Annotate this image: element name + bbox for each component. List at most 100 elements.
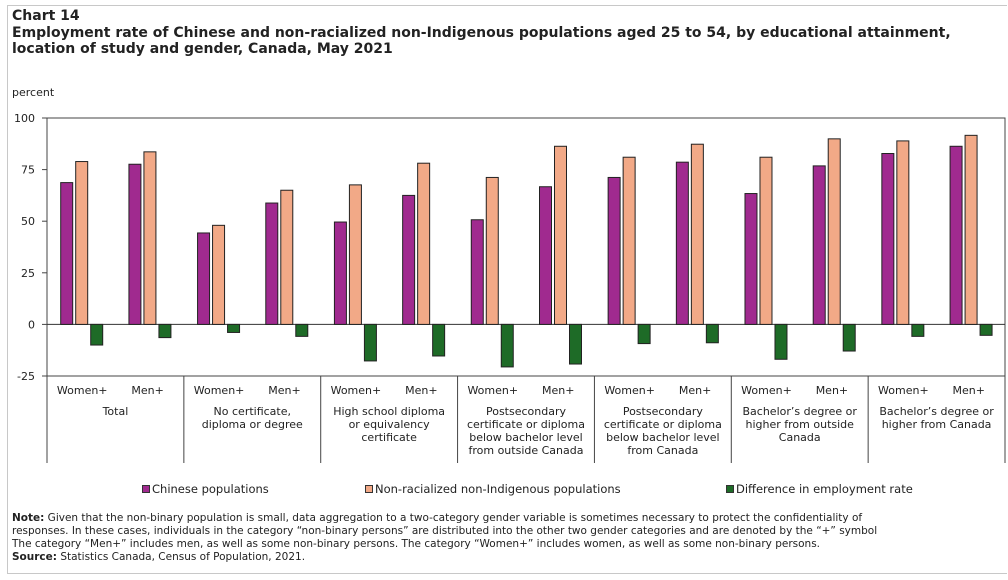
category-label: certificate or diploma bbox=[604, 418, 722, 431]
source-label: Source: bbox=[12, 551, 57, 563]
gender-label: Men+ bbox=[268, 384, 300, 397]
bar-difference bbox=[90, 323, 104, 346]
bar-difference bbox=[432, 323, 446, 357]
note-label: Note: bbox=[12, 512, 45, 524]
legend-label-difference: Difference in employment rate bbox=[736, 482, 913, 496]
bar-chinese bbox=[881, 153, 895, 325]
bar-difference bbox=[500, 323, 514, 368]
gender-label: Men+ bbox=[405, 384, 437, 397]
bar-chinese bbox=[607, 176, 621, 325]
gender-label: Women+ bbox=[878, 384, 929, 397]
gender-label: Women+ bbox=[331, 384, 382, 397]
gender-label: Men+ bbox=[542, 384, 574, 397]
bar-non-racialized bbox=[212, 224, 226, 325]
bar-difference bbox=[705, 323, 719, 344]
bar-chinese bbox=[128, 163, 142, 325]
note-text-1: Given that the non-binary population is … bbox=[44, 512, 863, 524]
bar-difference bbox=[158, 323, 172, 339]
bar-difference bbox=[227, 323, 241, 333]
gender-label: Men+ bbox=[131, 384, 163, 397]
bar-difference bbox=[911, 323, 925, 337]
notes: Note: Given that the non-binary populati… bbox=[12, 512, 1008, 564]
bar-difference bbox=[979, 323, 993, 336]
category-label: Postsecondary bbox=[486, 405, 567, 418]
bar-non-racialized bbox=[348, 184, 362, 325]
chart-title: Employment rate of Chinese and non-racia… bbox=[12, 25, 951, 57]
note-line-2: responses. In these cases, individuals i… bbox=[12, 525, 878, 537]
y-axis-label: percent bbox=[12, 86, 55, 99]
note-line-1: Note: Given that the non-binary populati… bbox=[12, 512, 1008, 525]
plot-area bbox=[46, 117, 1006, 377]
bar-difference bbox=[774, 323, 788, 360]
source-text: Statistics Canada, Census of Population,… bbox=[56, 551, 306, 563]
bar-chinese bbox=[265, 202, 279, 325]
bar-chinese bbox=[539, 186, 552, 325]
bar-non-racialized bbox=[827, 138, 841, 325]
bar-chinese bbox=[744, 193, 758, 325]
category-label: below bachelor level bbox=[469, 431, 583, 444]
gender-label: Women+ bbox=[194, 384, 245, 397]
gender-label: Women+ bbox=[604, 384, 655, 397]
bar-non-racialized bbox=[280, 189, 294, 325]
bar-chinese bbox=[402, 194, 416, 325]
gender-label: Men+ bbox=[953, 384, 985, 397]
category-label: from outside Canada bbox=[468, 444, 583, 457]
bar-non-racialized bbox=[964, 134, 978, 325]
bar-non-racialized bbox=[622, 156, 636, 325]
bar-non-racialized bbox=[143, 151, 157, 325]
bar-chinese bbox=[333, 221, 347, 325]
legend-swatch-difference bbox=[726, 485, 734, 493]
bar-chinese bbox=[949, 145, 963, 325]
category-label: higher from Canada bbox=[882, 418, 992, 431]
gender-label: Men+ bbox=[816, 384, 848, 397]
legend-label-non-racialized: Non-racialized non-Indigenous population… bbox=[375, 482, 621, 496]
category-label: from Canada bbox=[627, 444, 698, 457]
category-label: higher from outside bbox=[746, 418, 855, 431]
note-line-3: The category “Men+” includes men, as wel… bbox=[12, 538, 821, 550]
category-label: High school diploma bbox=[333, 405, 445, 418]
legend-item-non-racialized: Non-racialized non-Indigenous population… bbox=[365, 482, 621, 496]
chart-number: Chart 14 bbox=[12, 8, 80, 24]
bar-chinese bbox=[812, 165, 826, 325]
category-label: No certificate, bbox=[214, 405, 291, 418]
bar-difference bbox=[295, 323, 309, 337]
gender-label: Women+ bbox=[57, 384, 108, 397]
category-label: below bachelor level bbox=[606, 431, 720, 444]
chart-frame bbox=[7, 5, 1007, 574]
bar-non-racialized bbox=[896, 140, 910, 325]
bar-non-racialized bbox=[417, 162, 431, 325]
bar-difference bbox=[842, 323, 856, 352]
y-tick-label: 50 bbox=[21, 215, 35, 228]
bar-difference bbox=[363, 323, 377, 362]
bar-non-racialized bbox=[759, 156, 773, 325]
bar-non-racialized bbox=[75, 161, 89, 325]
y-tick-label: -25 bbox=[17, 370, 35, 383]
y-tick-label: 100 bbox=[14, 112, 35, 125]
source-line: Source: Statistics Canada, Census of Pop… bbox=[12, 551, 1008, 564]
bar-non-racialized bbox=[690, 143, 704, 325]
legend-label-chinese: Chinese populations bbox=[152, 482, 269, 496]
category-label: Total bbox=[102, 405, 129, 418]
bar-chinese bbox=[60, 182, 74, 325]
category-label: certificate or diploma bbox=[467, 418, 585, 431]
gender-label: Men+ bbox=[679, 384, 711, 397]
bar-difference bbox=[637, 323, 651, 345]
bar-non-racialized bbox=[485, 176, 499, 325]
y-tick-label: 75 bbox=[21, 164, 35, 177]
category-label: Bachelor’s degree or bbox=[743, 405, 858, 418]
legend-item-difference: Difference in employment rate bbox=[726, 482, 913, 496]
legend-swatch-chinese bbox=[142, 485, 150, 493]
bar-chinese bbox=[470, 219, 484, 325]
y-tick-label: 0 bbox=[28, 318, 35, 331]
category-label: Canada bbox=[779, 431, 821, 444]
gender-label: Women+ bbox=[467, 384, 518, 397]
bar-difference bbox=[569, 323, 582, 365]
bar-non-racialized bbox=[554, 145, 567, 325]
y-tick-label: 25 bbox=[21, 267, 35, 280]
bar-chinese bbox=[675, 161, 689, 325]
bar-chinese bbox=[197, 232, 211, 325]
category-label: Postsecondary bbox=[623, 405, 704, 418]
gender-label: Women+ bbox=[741, 384, 792, 397]
legend-swatch-non-racialized bbox=[365, 485, 373, 493]
